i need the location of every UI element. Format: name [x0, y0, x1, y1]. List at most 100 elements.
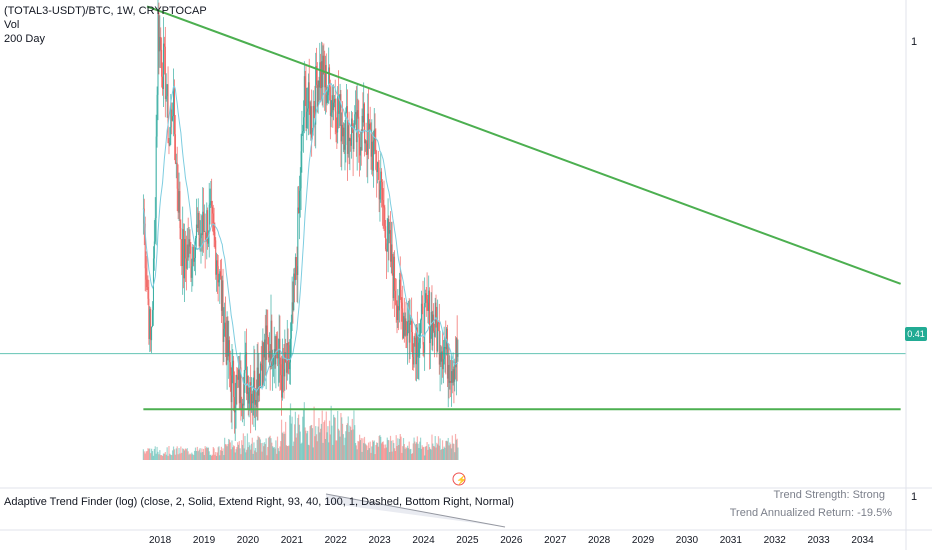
candle-body	[454, 362, 456, 382]
candle-body	[391, 244, 393, 274]
trendline[interactable]	[146, 5, 901, 285]
volume-bar	[244, 435, 246, 460]
indicator-legend[interactable]: Adaptive Trend Finder (log) (close, 2, S…	[4, 496, 514, 508]
volume-bar	[424, 446, 427, 460]
ma-label[interactable]: 200 Day	[4, 33, 45, 45]
volume-bar	[265, 438, 267, 460]
volume-bar	[328, 420, 331, 460]
volume-bar	[354, 425, 356, 460]
candle-body	[398, 306, 400, 311]
trend-strength-label: Trend Strength: Strong	[773, 489, 886, 501]
candle-body	[187, 244, 189, 258]
candle-body	[173, 87, 175, 117]
volume-bar	[381, 442, 383, 460]
volume-bar	[367, 442, 370, 460]
trend-channel-upper	[325, 493, 506, 528]
volume-bars	[142, 402, 459, 460]
time-axis-label: 2023	[369, 535, 392, 546]
candle-body	[222, 280, 224, 342]
candle-body	[449, 381, 451, 383]
volume-bar	[314, 436, 316, 460]
candle-body	[215, 240, 217, 275]
candle-body	[381, 171, 383, 183]
candle-body	[202, 211, 204, 236]
volume-bar	[372, 440, 374, 460]
candle-body	[216, 260, 218, 275]
candle-body	[224, 322, 226, 329]
candle-body	[244, 355, 246, 374]
candle-body	[151, 326, 153, 341]
candle-body	[337, 95, 339, 114]
volume-bar	[228, 439, 231, 460]
volume-bar	[205, 448, 207, 460]
volume-bar	[216, 452, 218, 460]
volume-bar	[446, 441, 449, 460]
volume-bar	[373, 440, 375, 460]
volume-bar	[293, 441, 295, 460]
candle-body	[185, 258, 187, 269]
volume-bar	[278, 451, 280, 460]
volume-bar	[359, 440, 362, 460]
candle-body	[277, 353, 279, 359]
symbol-title[interactable]: (TOTAL3-USDT)/BTC, 1W, CRYPTOCAP	[4, 5, 207, 17]
candle-body	[321, 61, 323, 88]
volume-bar	[356, 449, 358, 460]
candle-body	[440, 352, 442, 362]
volume-bar	[276, 436, 279, 460]
volume-bar	[203, 455, 205, 460]
volume-bar	[319, 428, 322, 460]
candle-body	[418, 342, 420, 357]
volume-bar	[357, 440, 359, 460]
candle-body	[206, 210, 208, 241]
candle-body	[144, 223, 146, 269]
candle-body	[323, 55, 325, 75]
volume-label[interactable]: Vol	[4, 19, 20, 31]
candle-body	[376, 169, 378, 173]
candle-body	[436, 323, 438, 352]
candle-body	[379, 189, 381, 200]
volume-bar	[168, 446, 170, 460]
volume-bar	[247, 447, 249, 460]
candle-body	[401, 302, 403, 309]
volume-bar	[285, 445, 288, 460]
volume-bar	[171, 455, 173, 460]
volume-bar	[437, 436, 440, 460]
candle-body	[157, 13, 159, 95]
candle-body	[298, 207, 300, 214]
volume-bar	[261, 451, 263, 460]
candle-body	[207, 210, 209, 244]
candle-body	[236, 375, 238, 377]
candle-body	[195, 224, 197, 239]
time-axis-label: 2019	[193, 535, 216, 546]
volume-bar	[215, 455, 218, 460]
volume-bar	[289, 415, 291, 460]
volume-bar	[354, 442, 357, 460]
candle-body	[197, 212, 199, 228]
volume-bar	[256, 439, 258, 460]
candle-body	[318, 81, 320, 88]
volume-bar	[311, 428, 314, 460]
volume-bar	[213, 448, 215, 460]
volume-bar	[273, 447, 275, 460]
volume-bar	[271, 442, 273, 460]
volume-bar	[411, 453, 414, 460]
volume-bar	[208, 451, 210, 460]
candle-body	[397, 306, 399, 320]
volume-bar	[302, 409, 305, 460]
volume-bar	[415, 442, 418, 460]
volume-bar	[352, 429, 354, 460]
volume-bar	[344, 437, 346, 460]
volume-bar	[332, 444, 334, 460]
candle-body	[384, 207, 386, 227]
volume-bar	[283, 431, 285, 460]
volume-bar	[409, 449, 411, 460]
volume-bar	[263, 446, 265, 460]
volume-bar	[388, 440, 390, 460]
candle-body	[312, 105, 314, 131]
current-price-tag: 0.41	[905, 327, 927, 341]
candle-body	[453, 369, 455, 382]
candle-body	[295, 257, 297, 267]
candle-body	[159, 36, 161, 52]
candle-body	[389, 230, 391, 234]
